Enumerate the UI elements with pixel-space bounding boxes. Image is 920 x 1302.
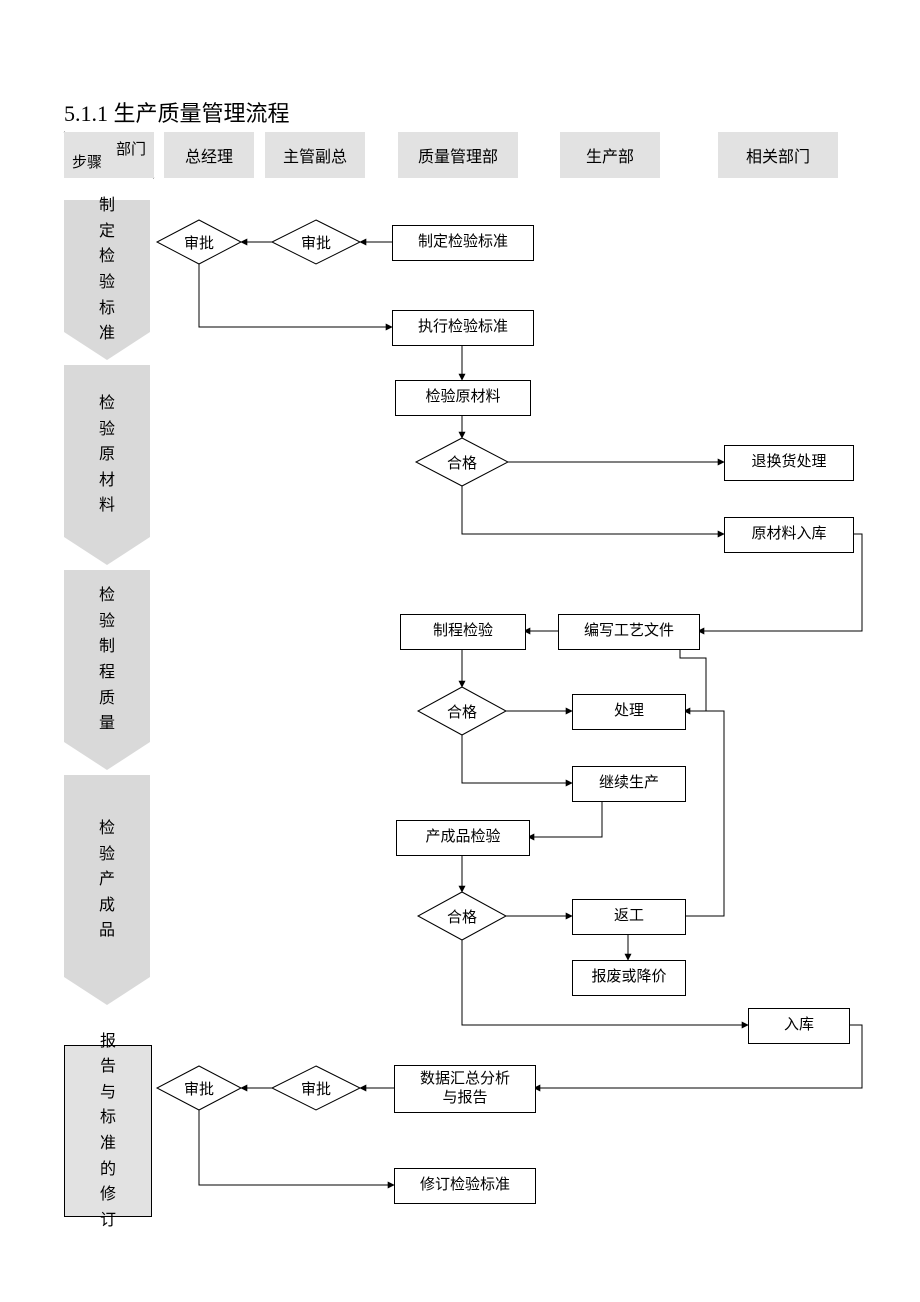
decision-node: 合格 [418,892,506,940]
process-node: 检验原材料 [395,380,531,416]
column-header: 总经理 [164,132,254,178]
process-node: 入库 [748,1008,850,1044]
process-node: 处理 [572,694,686,730]
step-chevron: 检 验 产 成 品 [64,775,150,985]
process-node: 返工 [572,899,686,935]
flowchart-canvas: 5.1.1 生产质量管理流程 部门步骤总经理主管副总质量管理部生产部相关部门制 … [0,0,920,1302]
process-node: 制定检验标准 [392,225,534,261]
decision-node: 审批 [272,1066,360,1110]
step-chevron: 检 验 原 材 料 [64,365,150,545]
step-chevron: 检 验 制 程 质 量 [64,570,150,750]
column-header: 质量管理部 [398,132,518,178]
process-node: 制程检验 [400,614,526,650]
decision-node: 审批 [157,1066,241,1110]
column-header: 生产部 [560,132,660,178]
process-node: 继续生产 [572,766,686,802]
decision-node: 审批 [157,220,241,264]
decision-node: 合格 [418,687,506,735]
column-header: 主管副总 [265,132,365,178]
header-steps: 部门步骤 [64,132,154,178]
step-chevron: 制 定 检 验 标 准 [64,200,150,340]
decision-node: 合格 [416,438,508,486]
step-rect: 报 告 与 标 准 的 修 订 [64,1045,152,1217]
process-node: 原材料入库 [724,517,854,553]
process-node: 数据汇总分析 与报告 [394,1065,536,1113]
decision-node: 审批 [272,220,360,264]
process-node: 执行检验标准 [392,310,534,346]
process-node: 编写工艺文件 [558,614,700,650]
process-node: 报废或降价 [572,960,686,996]
process-node: 退换货处理 [724,445,854,481]
process-node: 产成品检验 [396,820,530,856]
process-node: 修订检验标准 [394,1168,536,1204]
column-header: 相关部门 [718,132,838,178]
